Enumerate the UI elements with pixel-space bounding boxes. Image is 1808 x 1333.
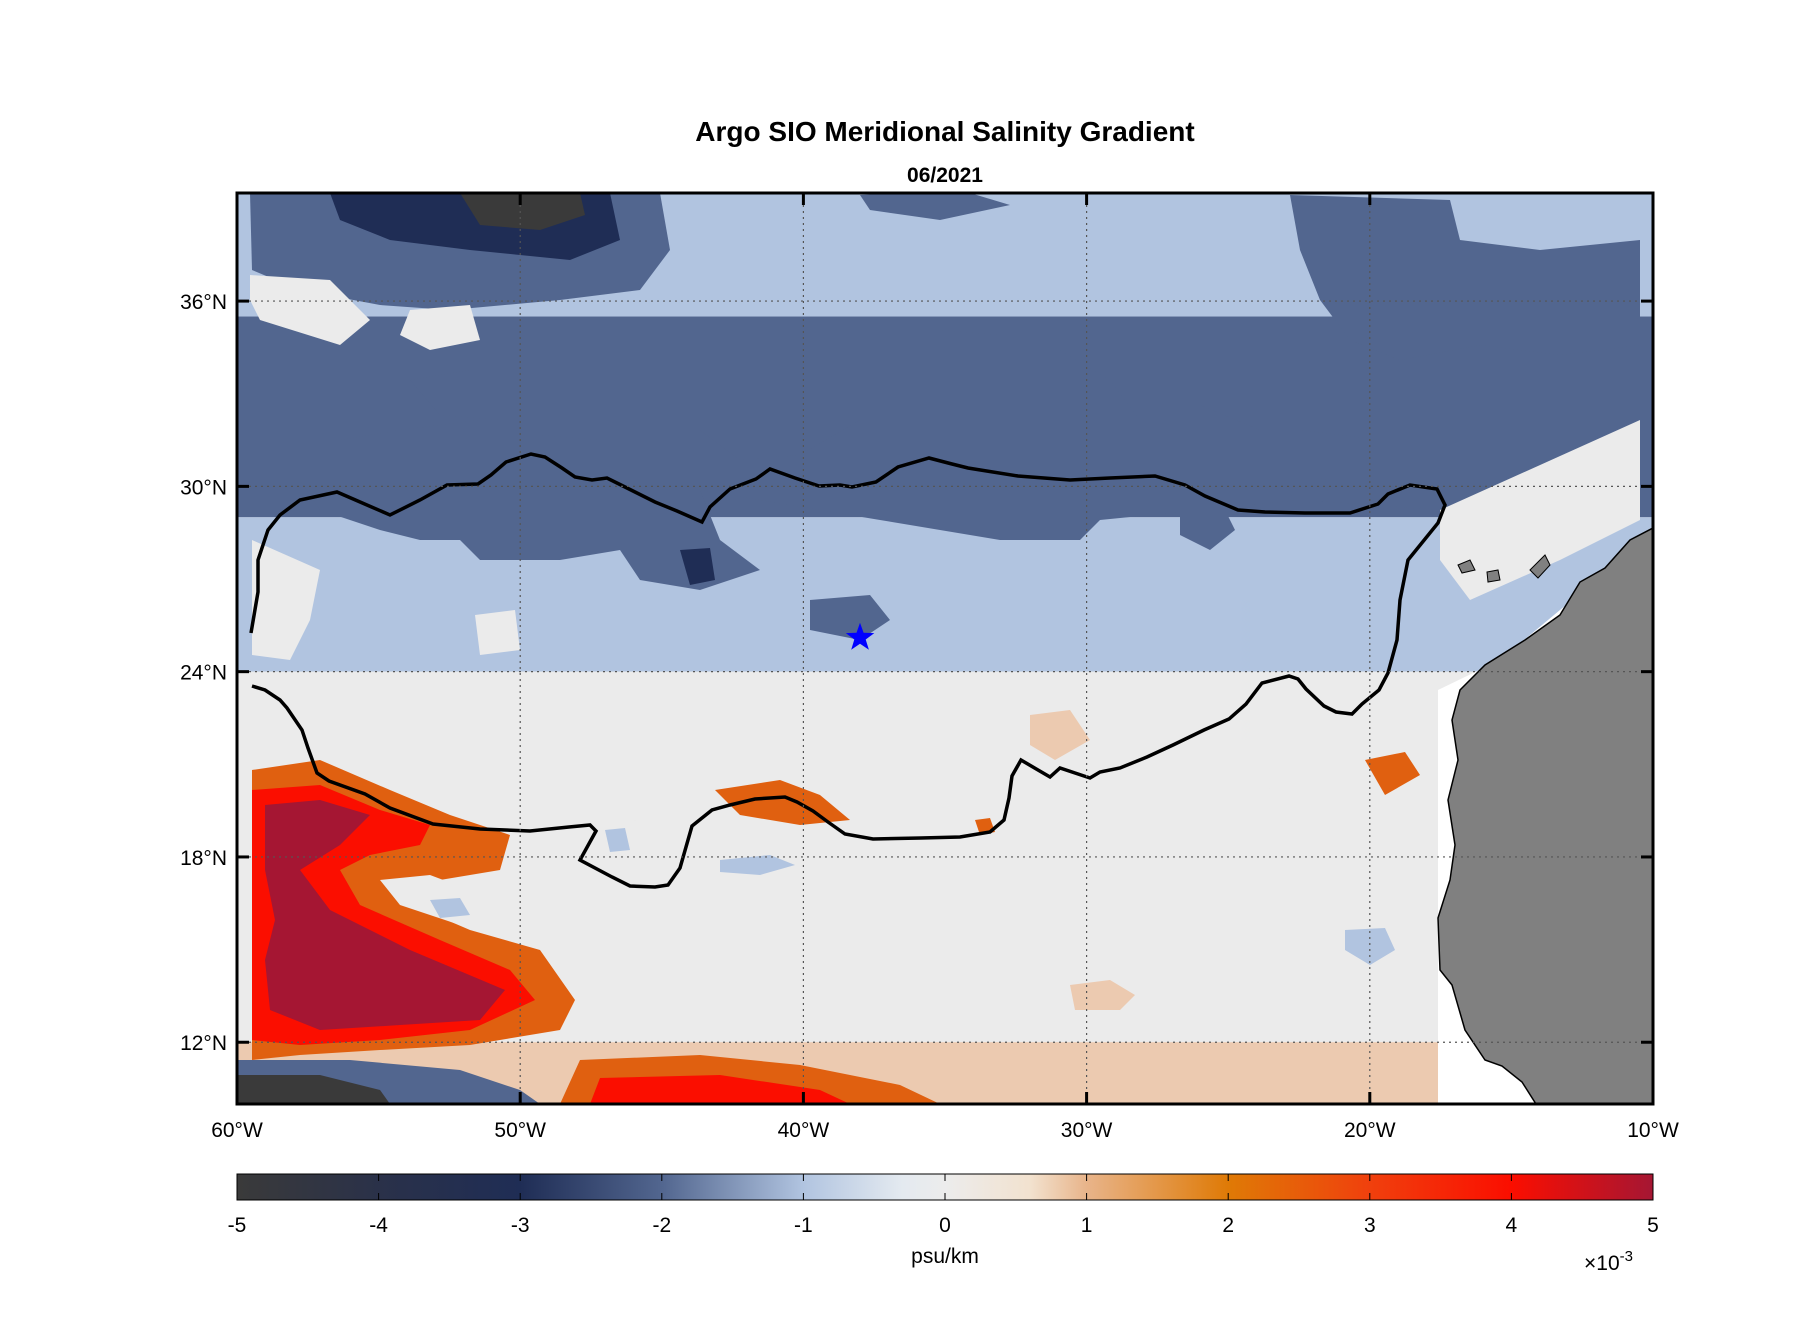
colorbar-tick-label: 4 xyxy=(1506,1214,1518,1237)
negative-gradient-patch xyxy=(1345,928,1395,965)
weak-gradient-patch xyxy=(400,305,480,350)
multiplier-exponent: -3 xyxy=(1620,1248,1633,1265)
max-positive-patch xyxy=(265,800,505,1030)
colorbar-tick-label: 0 xyxy=(939,1214,951,1237)
colorbar-tick-label: -2 xyxy=(652,1214,671,1237)
colorbar-tick-label: 5 xyxy=(1647,1214,1659,1237)
weak-gradient-patch xyxy=(1050,765,1100,800)
x-tick-label: 40°W xyxy=(778,1119,830,1142)
land-canary-island xyxy=(1486,569,1501,583)
positive-gradient-patch xyxy=(1030,710,1090,760)
weak-gradient-patch xyxy=(1440,420,1640,600)
colorbar-tick-label: -4 xyxy=(369,1214,388,1237)
location-star-marker xyxy=(845,622,875,650)
colorbar-label: psu/km xyxy=(911,1245,979,1268)
colorbar-tick-label: 1 xyxy=(1081,1214,1093,1237)
x-tick-label: 10°W xyxy=(1627,1119,1679,1142)
colorbar-multiplier: ×10-3 xyxy=(1584,1248,1633,1275)
weak-gradient-patch xyxy=(475,610,520,655)
negative-gradient-patch xyxy=(720,855,795,875)
negative-gradient-patch xyxy=(860,193,1010,220)
y-axis: 12°N 18°N 24°N 30°N 36°N xyxy=(180,291,1653,1055)
map-frame xyxy=(235,191,1655,1106)
grid-lines xyxy=(237,193,1653,1104)
colorbar-tick-label: -1 xyxy=(794,1214,813,1237)
y-tick-label: 18°N xyxy=(180,847,227,870)
salinity-band-3 xyxy=(237,671,1653,734)
negative-gradient-patch xyxy=(410,370,520,420)
negative-gradient-patch xyxy=(810,595,890,640)
x-tick-label: 30°W xyxy=(1061,1119,1113,1142)
land-canary-island xyxy=(1457,559,1476,574)
strong-negative-patch xyxy=(680,548,715,585)
salinity-field xyxy=(237,193,1653,1104)
contour-line-north xyxy=(249,452,1447,889)
y-tick-label: 12°N xyxy=(180,1032,227,1055)
chart-subtitle: 06/2021 xyxy=(907,164,983,187)
negative-gradient-patch xyxy=(605,828,630,852)
darkest-patch xyxy=(237,1075,390,1104)
land-canary-island xyxy=(1529,554,1551,579)
y-tick-label: 36°N xyxy=(180,291,227,314)
multiplier-base: ×10 xyxy=(1584,1252,1620,1275)
negative-gradient-patch xyxy=(1290,195,1640,360)
chart-title: Argo SIO Meridional Salinity Gradient xyxy=(695,116,1194,147)
darkest-patch xyxy=(460,193,585,230)
weak-gradient-patch xyxy=(1250,700,1310,790)
x-tick-label: 50°W xyxy=(494,1119,546,1142)
strong-positive-patch xyxy=(590,1075,850,1104)
x-tick-label: 20°W xyxy=(1344,1119,1396,1142)
colorbar-tick-label: 2 xyxy=(1222,1214,1234,1237)
y-tick-label: 24°N xyxy=(180,662,227,685)
weak-gradient-patch xyxy=(252,540,320,660)
negative-gradient-patch xyxy=(1285,478,1330,505)
negative-gradient-patch xyxy=(1180,500,1235,550)
colorbar-tick-label: -3 xyxy=(511,1214,530,1237)
colorbar-tick-label: -5 xyxy=(228,1214,247,1237)
y-tick-label: 30°N xyxy=(180,476,227,499)
x-axis: 60°W 50°W 40°W 30°W 20°W 10°W xyxy=(211,193,1679,1142)
colorbar-tick-label: 3 xyxy=(1364,1214,1376,1237)
weak-gradient-patch xyxy=(250,275,370,345)
x-tick-label: 60°W xyxy=(211,1119,263,1142)
colorbar-ticks: -5 -4 -3 -2 -1 0 1 2 3 4 5 xyxy=(228,1174,1659,1237)
negative-gradient-patch xyxy=(430,898,470,918)
positive-gradient-patch xyxy=(1070,980,1135,1010)
positive-gradient-patch xyxy=(1365,752,1420,795)
negative-gradient-patch xyxy=(300,330,1440,590)
